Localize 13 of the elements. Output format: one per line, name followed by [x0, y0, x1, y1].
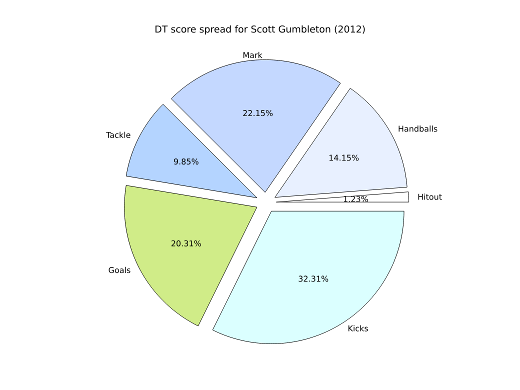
slice-label: Tackle	[106, 132, 130, 138]
slice-label: Hitout	[418, 194, 442, 200]
data-label: 22.15%	[243, 110, 273, 116]
data-label: 14.15%	[329, 154, 359, 161]
slice-label: Goals	[108, 266, 130, 274]
chart-title: DT score spread for Scott Gumbleton (2012)	[156, 25, 365, 35]
slice-label: Handballs	[398, 126, 438, 132]
data-label: 9.85%	[174, 158, 198, 165]
data-label: 1.23%	[344, 196, 368, 202]
data-label: 32.31%	[298, 276, 328, 282]
slice-label: Mark	[243, 52, 262, 58]
data-label: 20.31%	[171, 240, 201, 246]
slice-label: Kicks	[348, 325, 368, 332]
